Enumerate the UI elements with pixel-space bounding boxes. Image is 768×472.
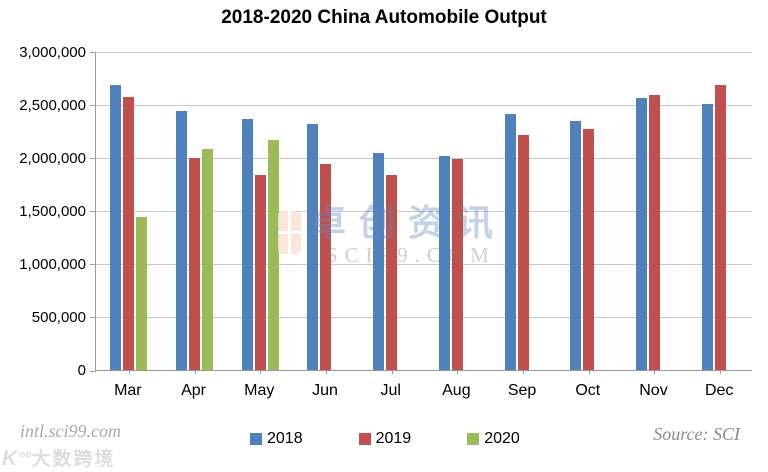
legend-item-2019[interactable]: 2019 — [358, 430, 412, 448]
x-axis-tick — [457, 370, 459, 374]
plot-area — [90, 52, 753, 374]
x-axis-tick — [654, 370, 656, 374]
bar-2018-apr[interactable] — [176, 111, 188, 370]
footer-site-url: intl.sci99.com — [20, 421, 121, 441]
bar-2019-jun[interactable] — [320, 163, 332, 370]
y-axis-tick — [90, 264, 96, 265]
bar-2019-dec[interactable] — [714, 84, 726, 370]
x-tick-label-jun: Jun — [312, 382, 338, 399]
x-axis-tick — [720, 370, 722, 374]
legend-label: 2018 — [267, 430, 303, 447]
bar-group-sep — [490, 53, 556, 370]
x-tick-label-aug: Aug — [442, 382, 471, 399]
x-tick-label-dec: Dec — [704, 382, 734, 399]
gridline — [96, 105, 752, 106]
bar-2019-jul[interactable] — [386, 174, 398, 370]
bar-group-dec — [687, 53, 753, 370]
bar-2019-aug[interactable] — [451, 158, 463, 370]
bar-group-aug — [425, 53, 491, 370]
y-tick-label: 2,000,000 — [19, 150, 86, 167]
gridline — [96, 211, 752, 212]
bar-2018-dec[interactable] — [701, 103, 713, 370]
legend-label: 2020 — [484, 430, 520, 447]
legend-label: 2019 — [375, 430, 412, 447]
dashu-logo-sup: oo — [19, 449, 32, 461]
x-tick-label-sep: Sep — [507, 382, 537, 399]
y-tick-label: 1,000,000 — [19, 256, 86, 273]
legend-swatch-icon — [467, 433, 480, 445]
gridline — [96, 264, 752, 265]
bar-2020-apr[interactable] — [202, 149, 214, 370]
dashu-logo-mark: K — [2, 447, 18, 470]
y-axis-tick — [90, 211, 96, 212]
bar-group-nov — [622, 53, 688, 370]
legend-swatch-icon — [358, 433, 371, 445]
x-axis-labels: Mar Apr May Jun Jul Aug Sep Oct Nov Dec — [95, 382, 752, 400]
bar-2018-aug[interactable] — [438, 155, 450, 370]
bar-2018-oct[interactable] — [570, 120, 582, 370]
source-label: Source: SCI — [653, 424, 740, 444]
bar-2018-nov[interactable] — [635, 98, 647, 370]
y-axis-tick — [90, 158, 96, 159]
y-tick-label: 3,000,000 — [19, 44, 86, 61]
x-tick-label-mar: Mar — [114, 382, 142, 399]
bar-2019-mar[interactable] — [123, 97, 135, 370]
y-tick-label: 1,500,000 — [19, 203, 86, 220]
y-axis-tick — [90, 371, 96, 372]
legend-item-2020[interactable]: 2020 — [467, 430, 520, 448]
bar-2020-mar[interactable] — [136, 216, 148, 370]
bar-2019-sep[interactable] — [517, 135, 529, 370]
bar-group-jun — [293, 53, 359, 370]
x-axis-tick — [260, 370, 262, 374]
x-axis-tick — [128, 370, 130, 374]
legend-item-2018[interactable]: 2018 — [250, 430, 303, 448]
bar-2018-may[interactable] — [241, 118, 253, 370]
chart-title: 2018-2020 China Automobile Output — [221, 7, 547, 28]
gridline — [96, 52, 752, 53]
x-tick-label-oct: Oct — [575, 382, 601, 399]
bar-2018-mar[interactable] — [110, 84, 122, 370]
gridline — [96, 317, 752, 318]
y-axis-tick — [90, 52, 96, 53]
legend: 2018 2019 2020 — [250, 430, 520, 448]
x-tick-label-jul: Jul — [380, 382, 401, 399]
x-axis-tick — [391, 370, 393, 374]
bar-2019-nov[interactable] — [648, 95, 660, 370]
gridline — [96, 158, 752, 159]
x-axis-tick — [194, 370, 196, 374]
bar-group-jul — [359, 53, 425, 370]
bar-group-may — [227, 53, 293, 370]
bar-2018-jul[interactable] — [373, 153, 385, 370]
y-tick-label: 0 — [77, 362, 86, 379]
bar-group-apr — [162, 53, 228, 370]
bar-2019-may[interactable] — [254, 174, 266, 370]
y-tick-label: 500,000 — [31, 309, 86, 326]
y-axis-tick — [90, 105, 96, 106]
y-tick-label: 2,500,000 — [19, 97, 86, 114]
bar-2018-jun[interactable] — [307, 123, 319, 370]
bar-2018-sep[interactable] — [504, 114, 516, 370]
legend-swatch-icon — [250, 433, 262, 445]
y-axis-tick — [90, 317, 96, 318]
x-tick-label-nov: Nov — [639, 382, 668, 399]
x-tick-label-apr: Apr — [181, 382, 206, 399]
bar-2020-may[interactable] — [267, 139, 279, 370]
x-tick-label-may: May — [244, 382, 275, 399]
bar-group-mar — [96, 53, 162, 370]
x-axis-tick — [523, 370, 525, 374]
bar-2019-apr[interactable] — [189, 157, 201, 370]
bar-group-oct — [556, 53, 622, 370]
x-axis-tick — [588, 370, 590, 374]
x-axis-tick — [325, 370, 327, 374]
bar-2019-oct[interactable] — [583, 129, 595, 370]
dashu-logo-text: 大数跨境 — [31, 449, 116, 470]
